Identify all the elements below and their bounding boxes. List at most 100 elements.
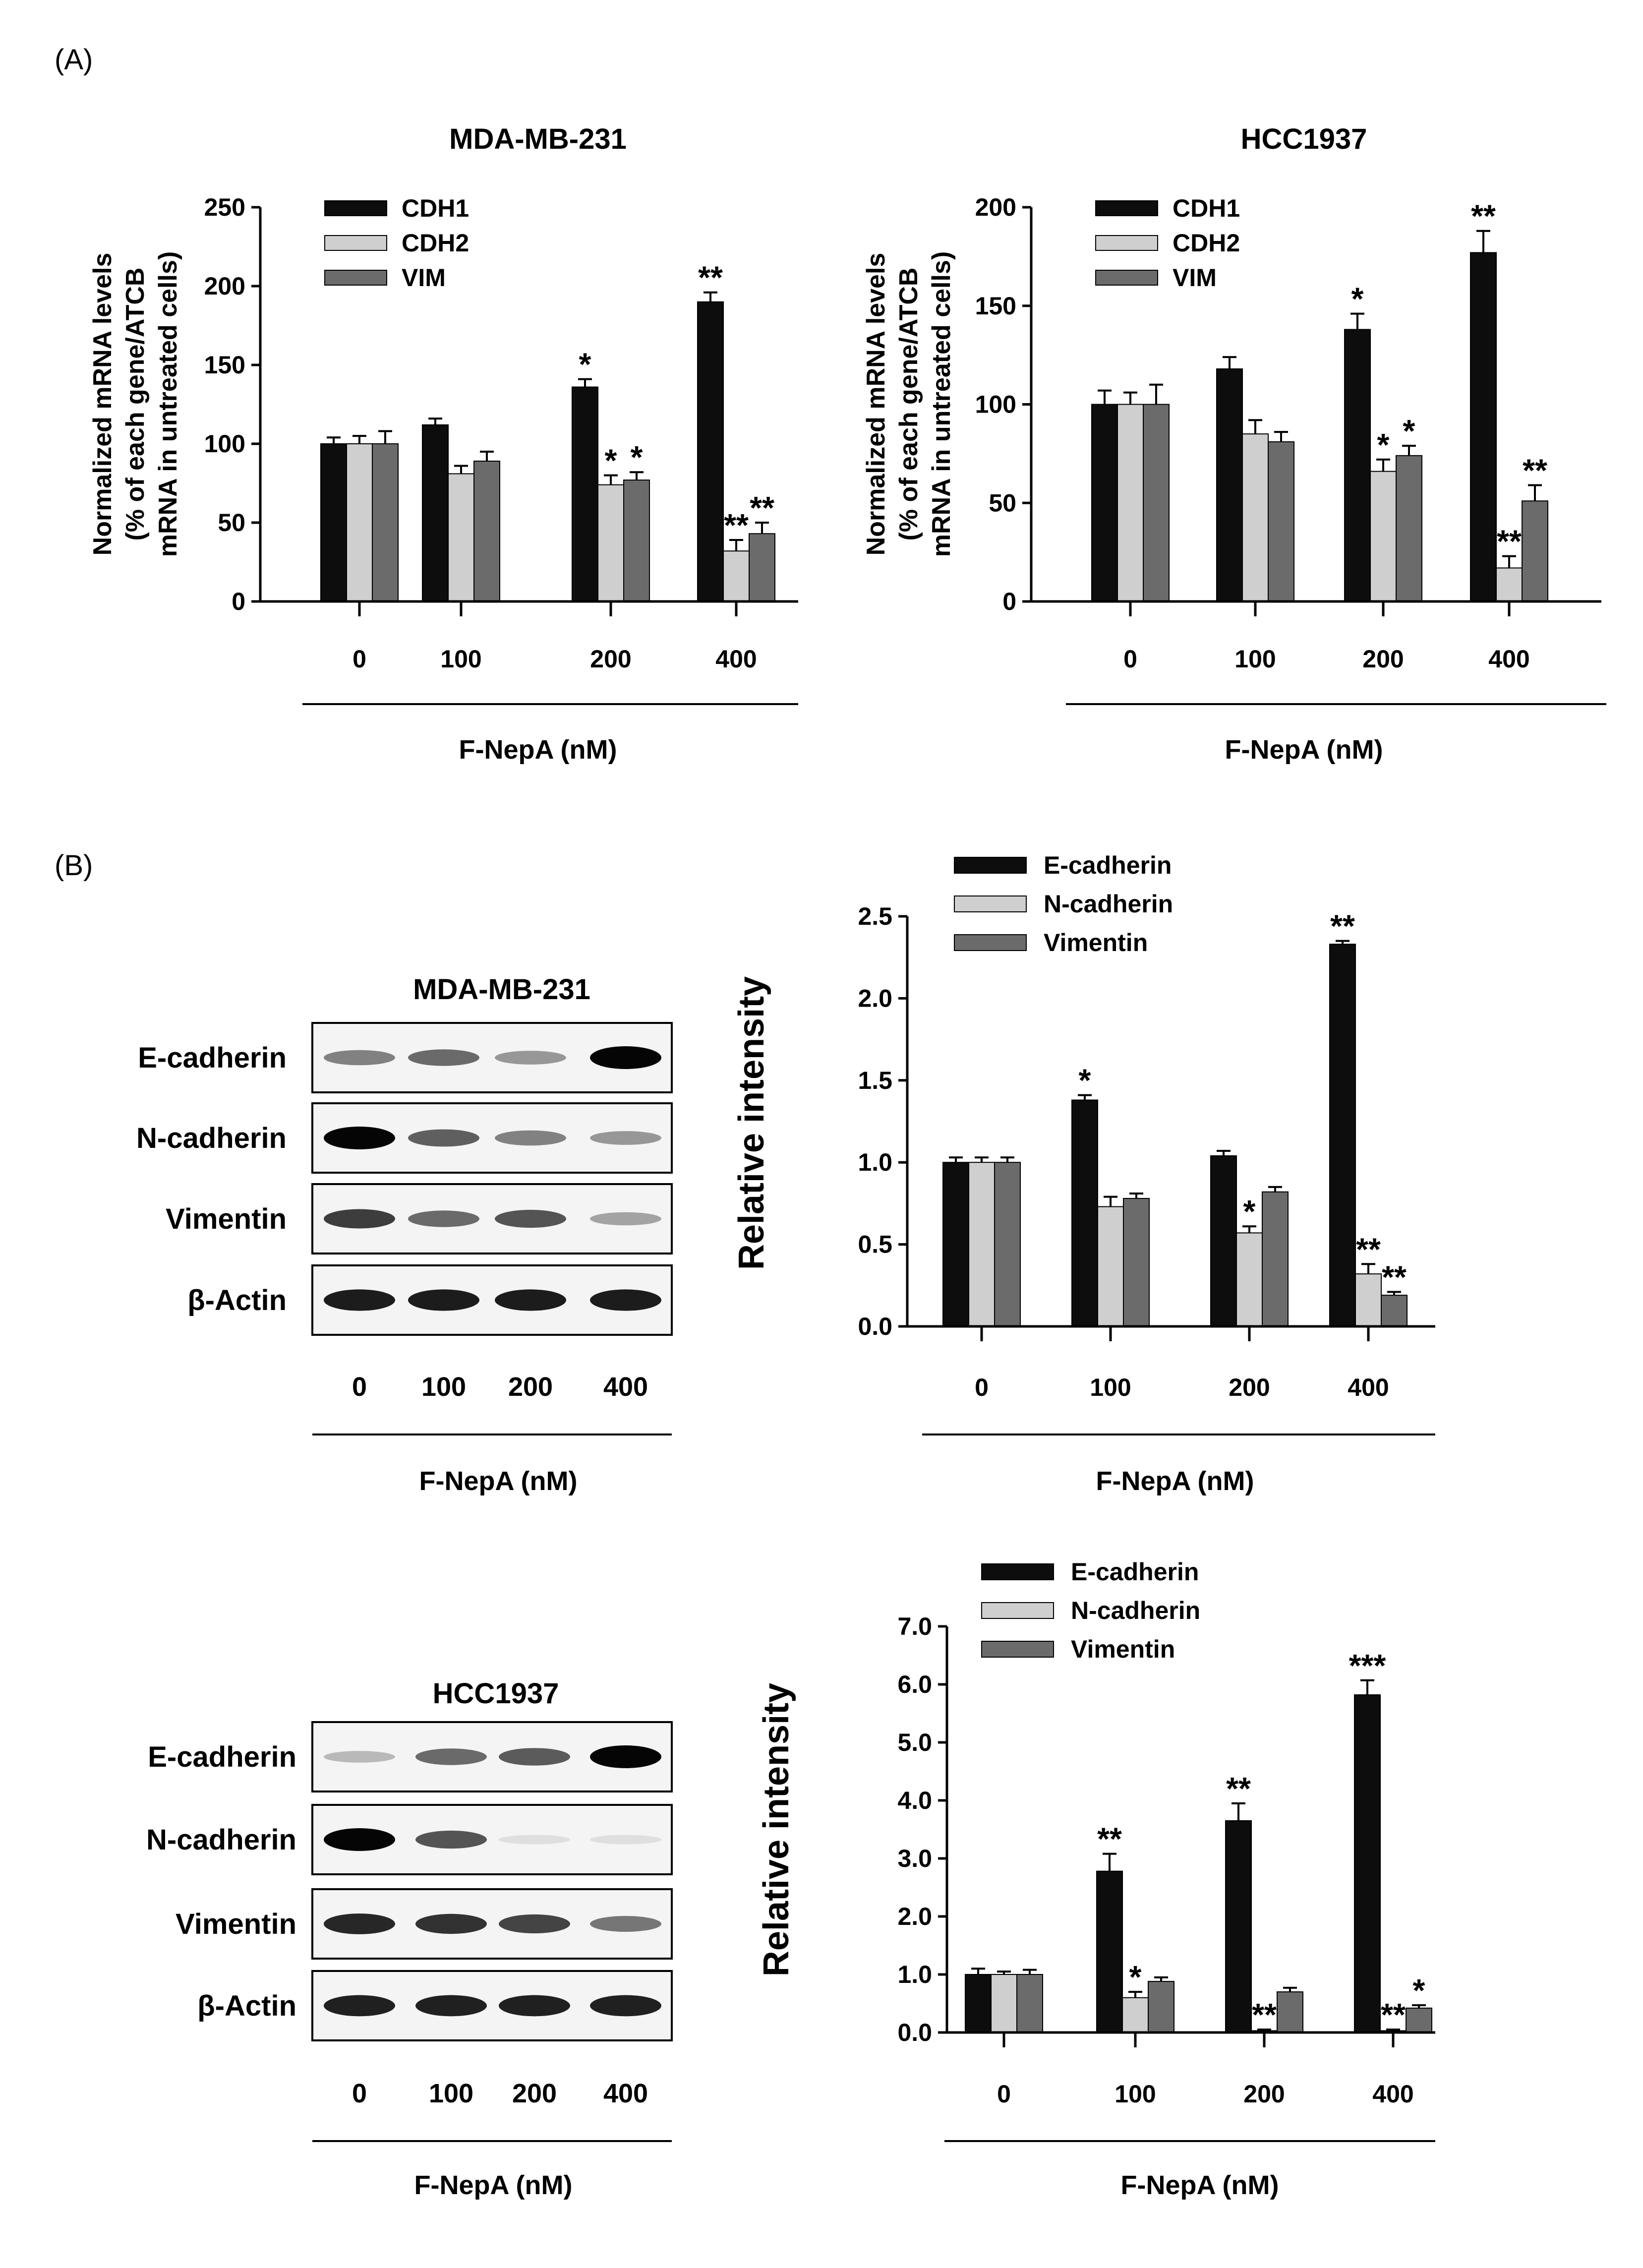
x-tick-label: 100 bbox=[1115, 2080, 1156, 2108]
bar-n-cadherin-200 bbox=[1236, 1232, 1263, 1327]
protein-band bbox=[324, 1751, 395, 1763]
bar-vimentin-0 bbox=[1016, 1974, 1043, 2033]
protein-band bbox=[499, 1835, 570, 1845]
protein-band bbox=[324, 1995, 395, 2017]
legend-label-vimentin: Vimentin bbox=[1071, 1635, 1175, 1663]
bar-cdh1-100 bbox=[1216, 368, 1243, 602]
bar-n-cadherin-100 bbox=[1097, 1206, 1124, 1327]
significance-marker: * bbox=[605, 443, 617, 478]
bar-vimentin-100 bbox=[1123, 1197, 1150, 1327]
legend-swatch-e-cadherin bbox=[954, 857, 1027, 874]
significance-marker: ** bbox=[1523, 452, 1547, 488]
significance-marker: *** bbox=[1349, 1648, 1386, 1683]
bar-cdh2-100 bbox=[448, 473, 474, 602]
y-tick-label: 0.0 bbox=[858, 1313, 892, 1340]
y-tick-label: 1.5 bbox=[858, 1067, 892, 1094]
y-tick-label: 200 bbox=[204, 272, 245, 300]
blot-title: MDA-MB-231 bbox=[413, 973, 590, 1006]
bar-vimentin-200 bbox=[1262, 1191, 1289, 1327]
y-tick-label: 1.0 bbox=[858, 1148, 892, 1176]
significance-marker: ** bbox=[750, 490, 774, 526]
significance-marker: * bbox=[1351, 281, 1364, 317]
y-tick-label: 0 bbox=[1002, 588, 1016, 615]
y-tick-label: 100 bbox=[204, 430, 245, 458]
y-axis-label: mRNA in untreated cells) bbox=[927, 251, 956, 557]
lane-label: 0 bbox=[352, 2079, 367, 2108]
bar-e-cadherin-200 bbox=[1210, 1155, 1237, 1327]
y-axis-label: Relative intensity bbox=[732, 976, 771, 1270]
legend-label-e-cadherin: E-cadherin bbox=[1071, 1558, 1199, 1586]
y-tick-label: 0.0 bbox=[897, 2019, 932, 2046]
x-tick-label: 0 bbox=[997, 2080, 1011, 2108]
bar-vimentin-400 bbox=[1381, 1295, 1408, 1327]
lane-label: 200 bbox=[512, 2079, 557, 2108]
significance-marker: ** bbox=[1097, 1821, 1122, 1857]
lane-label: 100 bbox=[421, 1372, 466, 1402]
y-tick-label: 100 bbox=[975, 391, 1016, 418]
bar-e-cadherin-0 bbox=[942, 1162, 969, 1327]
x-tick-label: 0 bbox=[975, 1373, 989, 1401]
bar-cdh1-200 bbox=[1344, 329, 1371, 602]
y-tick-label: 2.0 bbox=[858, 984, 892, 1012]
blot-row-n-cadherin bbox=[311, 1102, 673, 1174]
blot-row-vimentin bbox=[311, 1183, 673, 1254]
bar-vim-0 bbox=[372, 443, 399, 602]
y-axis-label: (% of each gene/ATCB bbox=[121, 268, 150, 541]
bar-vimentin-200 bbox=[1277, 1991, 1303, 2033]
chart-title: HCC1937 bbox=[1241, 123, 1367, 155]
bar-chart-2: HCC1937 0 50 100 150 200 Normalized mRNA level… bbox=[862, 123, 1606, 765]
blot-row-vimentin bbox=[311, 1888, 673, 1960]
significance-marker: * bbox=[579, 347, 591, 382]
protein-band bbox=[590, 1745, 661, 1768]
blot-row-e-cadherin bbox=[311, 1022, 673, 1093]
y-tick-label: 150 bbox=[204, 351, 245, 379]
y-axis-label: (% of each gene/ATCB bbox=[894, 268, 923, 541]
x-tick-label: 0 bbox=[1123, 645, 1137, 673]
protein-band bbox=[590, 1131, 661, 1145]
blot-row-label: E-cadherin bbox=[148, 1741, 296, 1773]
protein-band bbox=[415, 1830, 487, 1849]
significance-marker: * bbox=[1413, 1972, 1425, 2008]
bar-vim-200 bbox=[1396, 455, 1422, 602]
y-tick-label: 4.0 bbox=[897, 1787, 932, 1814]
significance-marker: ** bbox=[1471, 198, 1496, 234]
bar-vim-100 bbox=[1268, 441, 1294, 602]
blot-row-β-actin bbox=[311, 1970, 673, 2041]
significance-marker: ** bbox=[1382, 1259, 1407, 1295]
y-tick-label: 7.0 bbox=[897, 1612, 932, 1640]
legend-label-cdh2: CDH2 bbox=[1173, 229, 1240, 257]
y-tick-label: 3.0 bbox=[897, 1845, 932, 1872]
x-tick-label: 200 bbox=[1362, 645, 1404, 673]
blot-row-label: E-cadherin bbox=[138, 1042, 287, 1074]
legend-swatch-vim bbox=[1095, 270, 1158, 286]
legend: CDH1 CDH2 VIM bbox=[324, 194, 469, 292]
blot-row-n-cadherin bbox=[311, 1804, 673, 1875]
legend-label-vim: VIM bbox=[402, 264, 446, 292]
y-axis-label: Normalized mRNA levels bbox=[862, 253, 890, 556]
y-tick-label: 5.0 bbox=[897, 1729, 932, 1756]
legend: E-cadherin N-cadherin Vimentin bbox=[954, 851, 1173, 956]
y-axis-label: Relative intensity bbox=[757, 1683, 796, 1976]
y-axis-label: mRNA in untreated cells) bbox=[154, 251, 182, 557]
protein-band bbox=[324, 1050, 395, 1066]
blot-row-label: N-cadherin bbox=[146, 1824, 296, 1856]
significance-marker: * bbox=[1377, 427, 1390, 463]
protein-band bbox=[590, 1916, 661, 1932]
protein-band bbox=[408, 1129, 479, 1147]
bar-vim-100 bbox=[473, 460, 500, 602]
bar-vim-400 bbox=[1522, 500, 1548, 602]
bar-n-cadherin-400 bbox=[1355, 1273, 1382, 1327]
bar-e-cadherin-100 bbox=[1071, 1099, 1098, 1327]
x-tick-label: 200 bbox=[1243, 2080, 1285, 2108]
bar-vimentin-400 bbox=[1406, 2007, 1432, 2033]
bar-n-cadherin-0 bbox=[991, 1974, 1017, 2033]
legend: E-cadherin N-cadherin Vimentin bbox=[981, 1558, 1200, 1663]
protein-band bbox=[415, 1913, 487, 1934]
protein-band bbox=[590, 1995, 661, 2017]
blot-x-label: F-NepA (nM) bbox=[419, 1466, 578, 1496]
protein-band bbox=[415, 1995, 487, 2017]
blot-row-label: Vimentin bbox=[176, 1908, 296, 1940]
y-tick-label: 50 bbox=[218, 509, 245, 537]
significance-marker: ** bbox=[1330, 908, 1355, 944]
legend-swatch-cdh2 bbox=[324, 235, 387, 251]
